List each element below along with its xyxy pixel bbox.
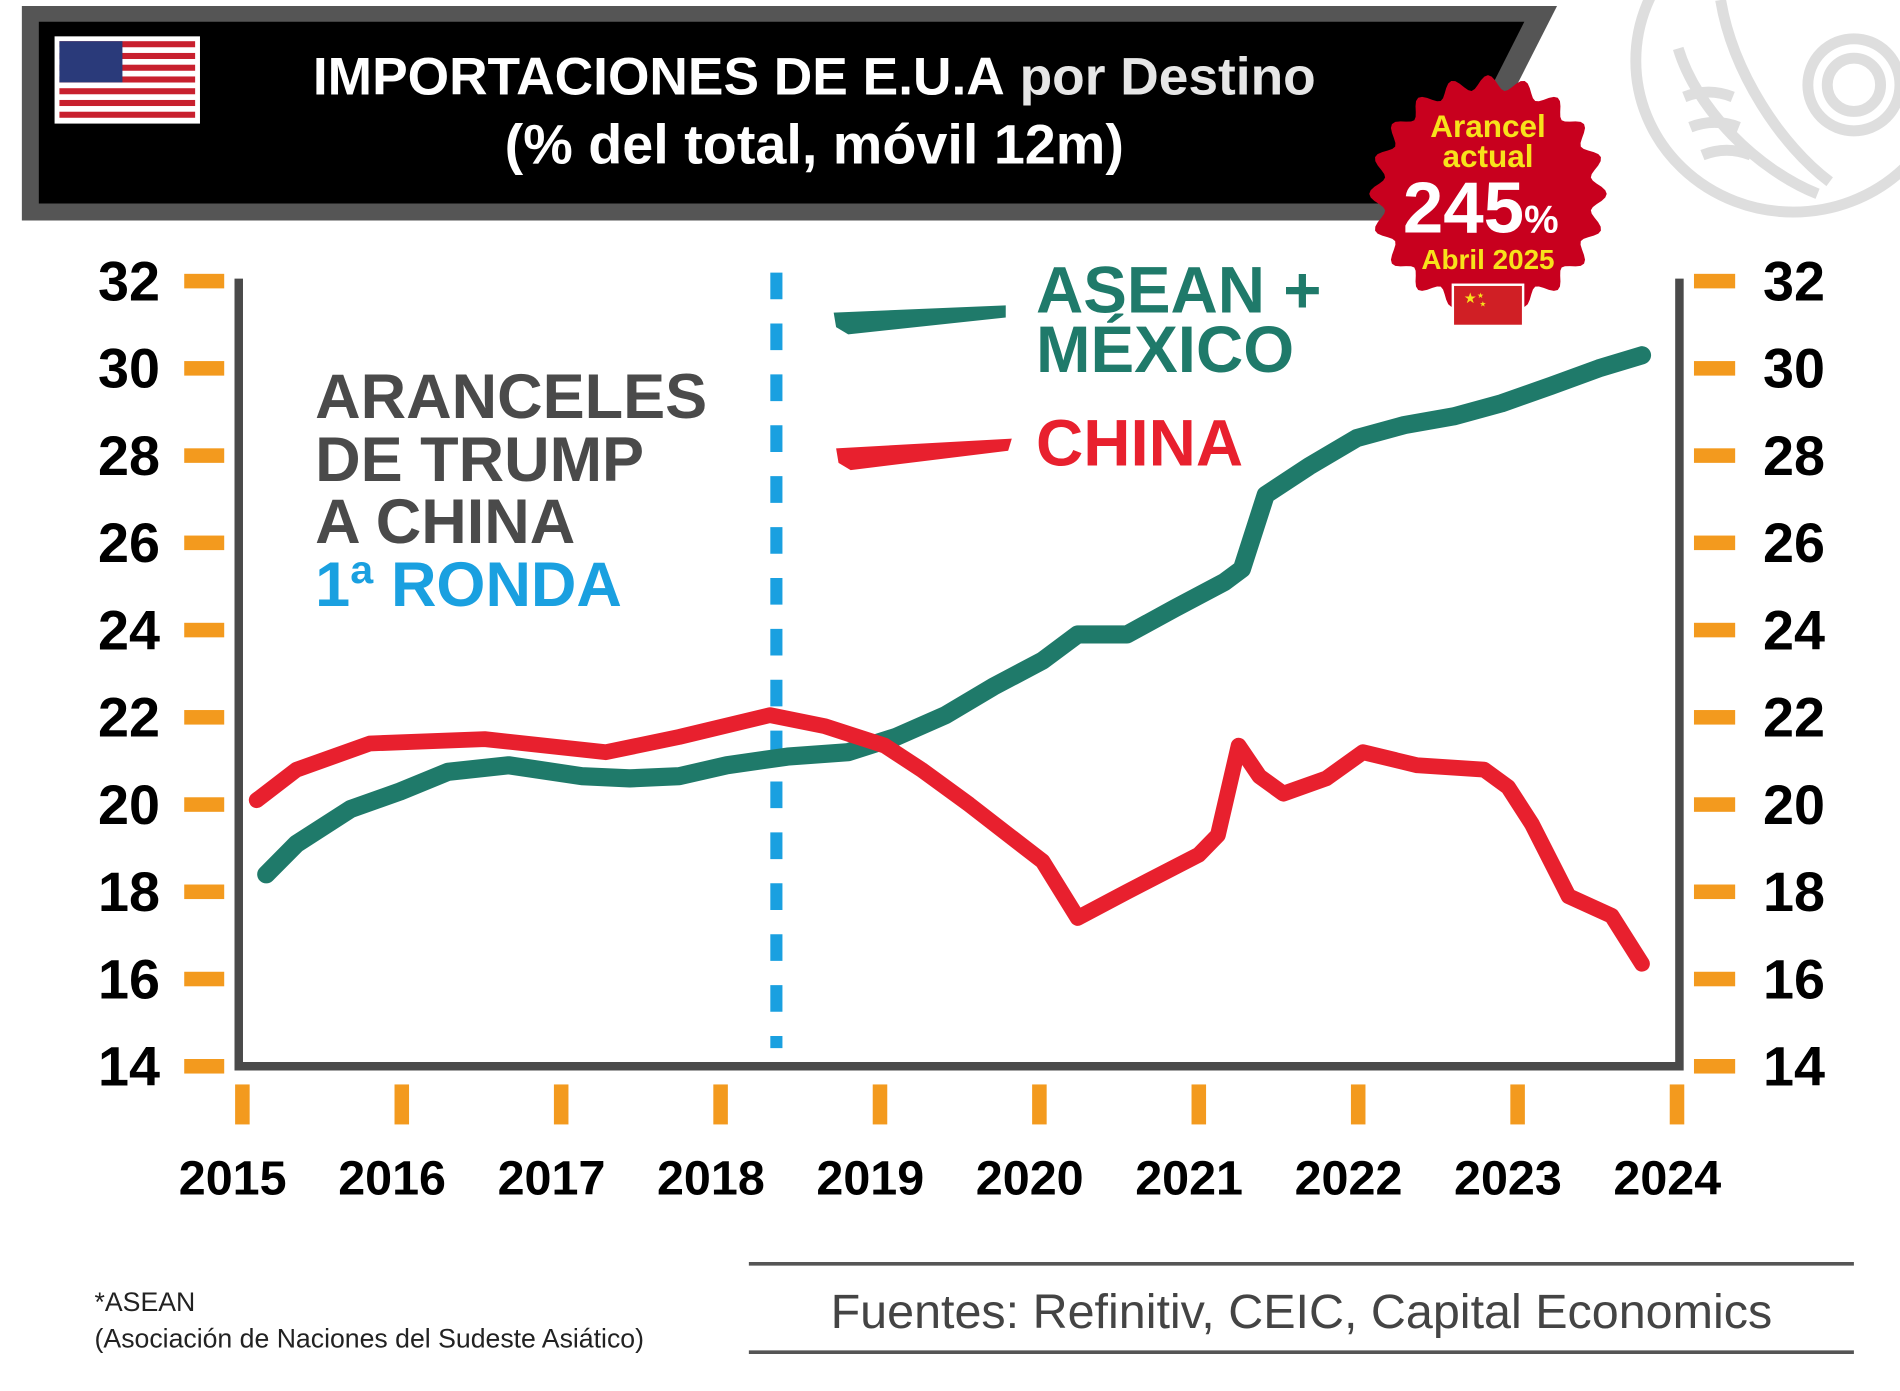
annotation-line: DE TRUMP	[315, 425, 644, 495]
us-flag-icon	[54, 36, 200, 124]
y-tick-label-right: 22	[1763, 687, 1825, 749]
y-tick-label-left: 20	[98, 774, 160, 836]
y-tick-label-left: 18	[98, 861, 160, 923]
x-tick-label: 2021	[1135, 1152, 1243, 1206]
x-axis: 2015 2016 2017 2018 2019 2020 2021 2022 2023 2024	[179, 1084, 1721, 1206]
stamp-line1: Arancel	[1430, 108, 1546, 144]
y-tick-label-right: 20	[1763, 774, 1825, 836]
y-tick-label-left: 32	[98, 250, 160, 312]
title-banner: IMPORTACIONES DE E.U.A por Destino (% de…	[21, 6, 1558, 221]
y-tick-right	[1693, 361, 1736, 376]
x-tick	[1032, 1084, 1047, 1125]
y-axis: 14 14 16 16 18 18 20 20 22 22 24 24 26 26 28 28 30 30 32 32	[98, 250, 1825, 1097]
tariff-stamp: Arancel actual 245% Abril 2025 ★ ★ ★	[1369, 75, 1607, 328]
legend-label-asean: MÉXICO	[1036, 313, 1294, 386]
x-tick	[553, 1084, 569, 1125]
y-tick-left	[184, 1059, 225, 1074]
x-tick-label: 2023	[1454, 1152, 1562, 1206]
y-tick-left	[184, 971, 225, 987]
x-tick-label: 2024	[1613, 1152, 1721, 1206]
x-tick-label: 2016	[338, 1152, 446, 1206]
series-line-china	[248, 707, 1650, 972]
legend: ASEAN + MÉXICO CHINA	[833, 254, 1321, 479]
y-tick-label-right: 16	[1763, 948, 1825, 1010]
x-tick	[235, 1084, 250, 1125]
x-tick	[872, 1084, 888, 1125]
x-tick-label: 2020	[976, 1152, 1084, 1206]
legend-label-asean: ASEAN +	[1036, 254, 1321, 327]
sources: Fuentes: Refinitiv, CEIC, Capital Econom…	[831, 1285, 1773, 1339]
y-tick-right	[1693, 448, 1736, 463]
y-tick-left	[184, 710, 225, 725]
y-tick-left	[184, 273, 225, 289]
footer: *ASEAN (Asociación de Naciones del Sudes…	[95, 1261, 1854, 1355]
footnote-asean: *ASEAN	[95, 1287, 196, 1317]
y-tick-label-right: 30	[1763, 338, 1825, 400]
stamp-value: 245%	[1403, 168, 1559, 249]
annotation-text: ARANCELES DE TRUMP A CHINA 1ª RONDA	[315, 362, 707, 620]
svg-text:★: ★	[1480, 300, 1487, 309]
svg-text:★: ★	[1477, 291, 1484, 300]
y-tick-label-right: 26	[1763, 512, 1825, 574]
annotation-line: A CHINA	[315, 487, 575, 557]
y-tick-left	[184, 797, 225, 812]
legend-label-china: CHINA	[1036, 406, 1243, 479]
watermark-logo	[1630, 0, 1900, 218]
legend-swatch-china	[836, 438, 1012, 471]
y-tick-right	[1693, 535, 1736, 551]
chart-subtitle: (% del total, móvil 12m)	[505, 114, 1124, 176]
y-tick-right	[1693, 797, 1736, 812]
x-tick	[1350, 1084, 1366, 1125]
x-tick-label: 2015	[179, 1152, 287, 1206]
footnote-definition: (Asociación de Naciones del Sudeste Asiá…	[95, 1323, 644, 1353]
x-tick-label: 2017	[498, 1152, 606, 1206]
stamp-date: Abril 2025	[1421, 244, 1554, 275]
y-tick-left	[184, 448, 225, 463]
x-tick	[1191, 1084, 1207, 1125]
y-tick-label-left: 22	[98, 687, 160, 749]
y-tick-label-left: 16	[98, 948, 160, 1010]
y-tick-left	[184, 361, 225, 376]
y-tick-label-right: 32	[1763, 250, 1825, 312]
y-tick-label-left: 26	[98, 512, 160, 574]
series-line-asean-mexico	[257, 346, 1652, 884]
svg-text:★: ★	[1464, 291, 1477, 307]
x-tick	[1669, 1084, 1685, 1125]
y-tick-label-left: 14	[98, 1036, 160, 1098]
legend-swatch-asean	[833, 305, 1006, 335]
annotation-round: 1ª RONDA	[315, 550, 622, 620]
stamp-line2: actual	[1442, 138, 1533, 174]
y-tick-label-left: 28	[98, 425, 160, 487]
y-tick-label-right: 24	[1763, 599, 1825, 661]
x-tick-label: 2018	[657, 1152, 765, 1206]
y-tick-label-left: 24	[98, 599, 160, 661]
y-tick-left	[184, 622, 225, 638]
y-tick-right	[1693, 622, 1736, 638]
y-tick-right	[1693, 1059, 1736, 1074]
x-tick	[394, 1084, 410, 1125]
x-tick	[1510, 1084, 1525, 1125]
y-tick-right	[1693, 884, 1736, 900]
x-tick-label: 2019	[816, 1152, 924, 1206]
y-tick-right	[1693, 710, 1736, 725]
plot-frame	[234, 278, 1684, 1071]
y-tick-left	[184, 535, 225, 551]
china-flag-icon: ★ ★ ★	[1451, 283, 1525, 328]
x-tick-label: 2022	[1295, 1152, 1403, 1206]
y-tick-label-right: 28	[1763, 425, 1825, 487]
y-tick-left	[184, 884, 225, 900]
y-tick-label-left: 30	[98, 338, 160, 400]
y-tick-label-right: 18	[1763, 861, 1825, 923]
y-tick-right	[1693, 273, 1736, 289]
y-tick-label-right: 14	[1763, 1036, 1825, 1098]
y-tick-right	[1693, 971, 1736, 987]
chart-title: IMPORTACIONES DE E.U.A por Destino	[313, 48, 1316, 107]
x-tick	[713, 1084, 728, 1125]
annotation-line: ARANCELES	[315, 362, 707, 432]
